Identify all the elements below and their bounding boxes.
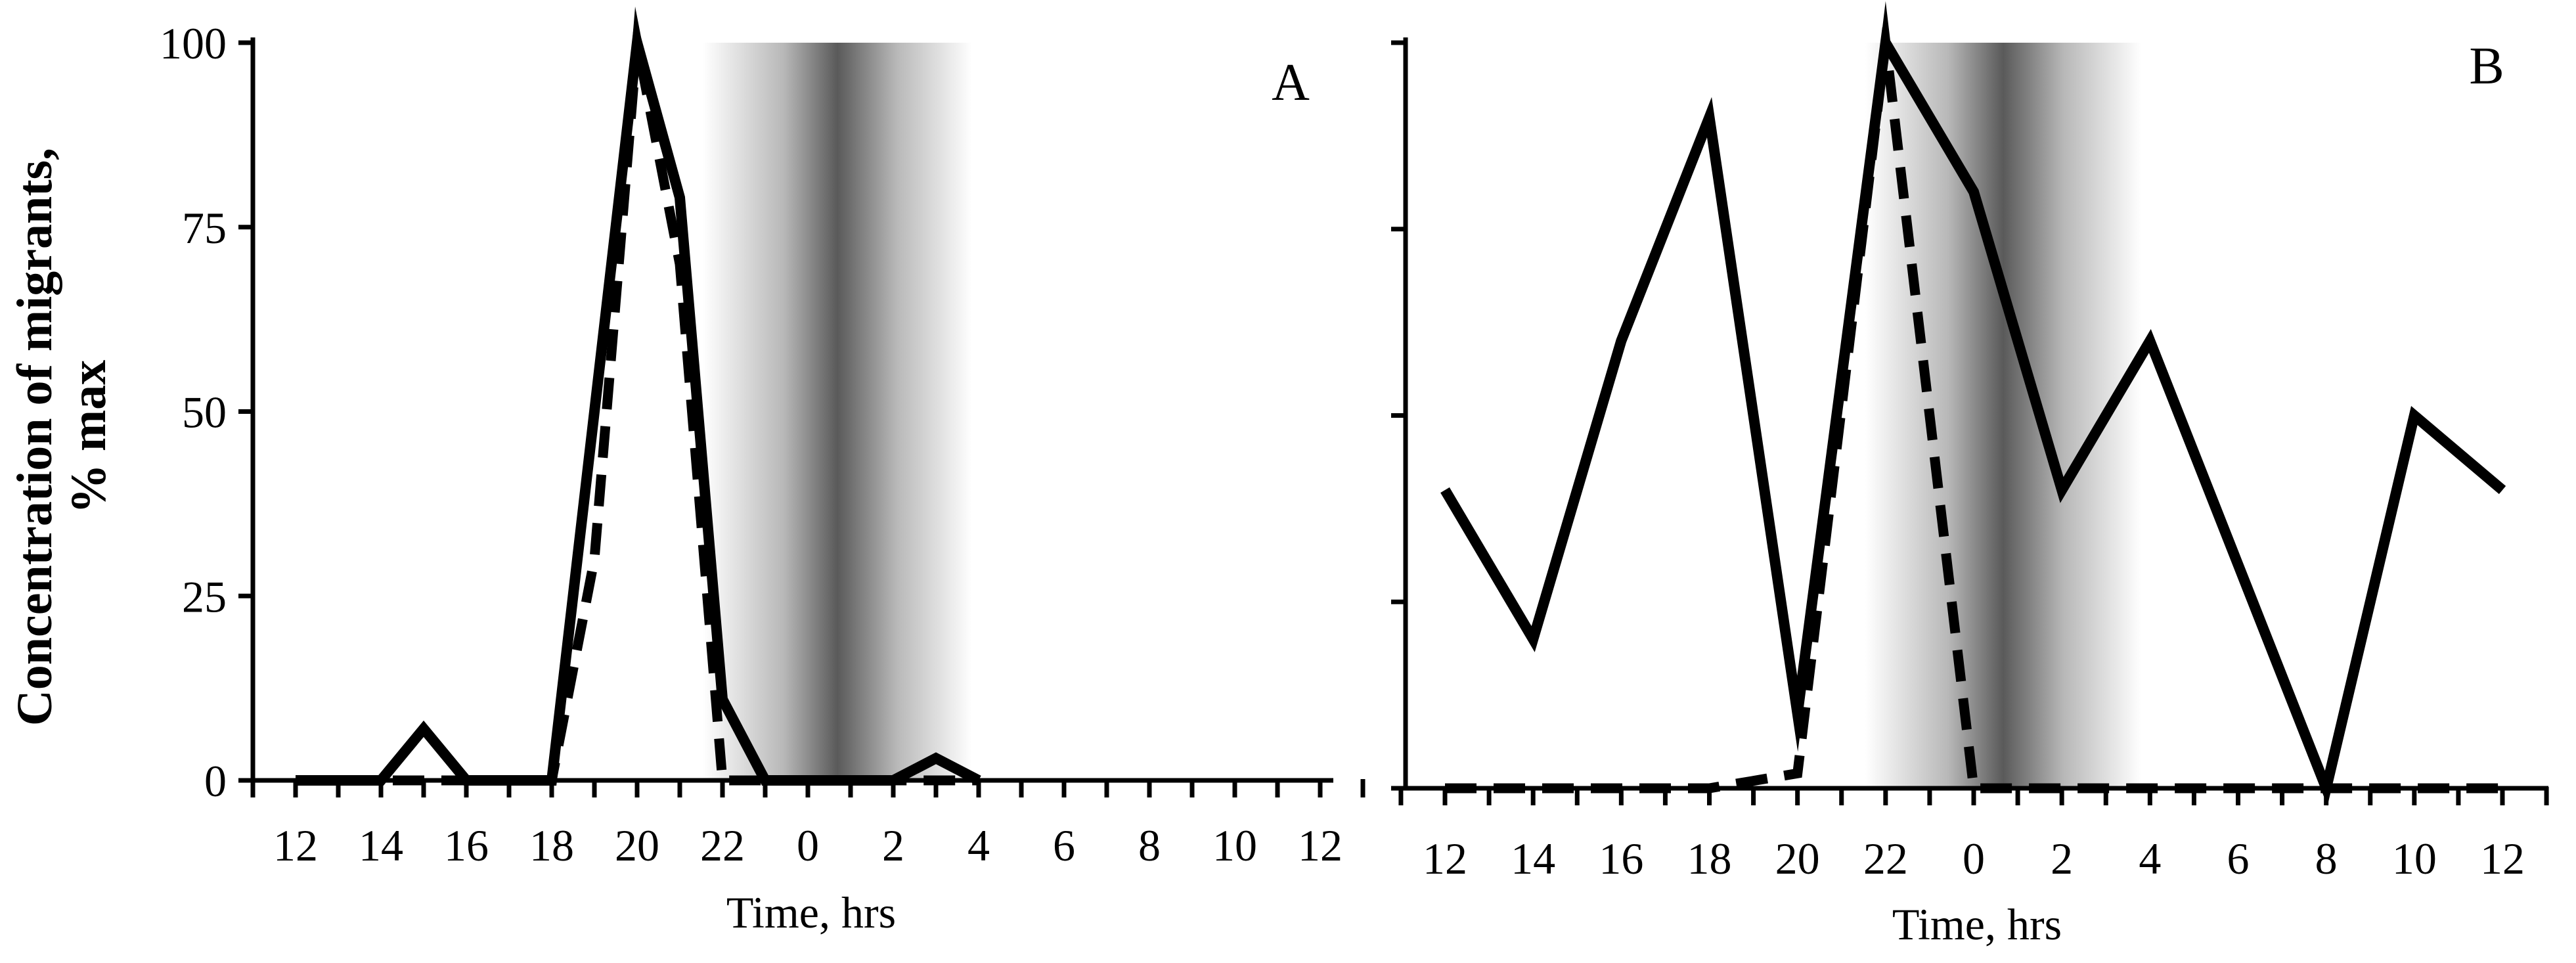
panel-b-x-tick-label: 18 bbox=[1687, 834, 1732, 884]
panel-b: 12 14 16 18 20 22 0 2 4 6 8 10 12 B Time, hrs bbox=[1391, 1, 2549, 949]
panel-a-x-tick-label: 10 bbox=[1212, 820, 1257, 870]
panel-a-x-tick-label: 16 bbox=[444, 820, 489, 870]
panel-a-x-tick-label: 0 bbox=[797, 820, 819, 870]
panel-a-x-tick-label: 12 bbox=[273, 820, 318, 870]
panel-a-y-tick-label: 50 bbox=[182, 388, 227, 437]
panel-b-x-tick-label: 4 bbox=[2139, 834, 2161, 884]
panel-a-x-tick-label: 4 bbox=[967, 820, 990, 870]
panel-a-x-tick-label: 18 bbox=[529, 820, 574, 870]
panel-a-series bbox=[296, 6, 981, 786]
panel-b-night-shading bbox=[1865, 43, 2141, 788]
panel-b-x-tick-label: 10 bbox=[2392, 834, 2437, 884]
panel-a-x-tick-label: 6 bbox=[1053, 820, 1075, 870]
panel-a-night-shading bbox=[703, 43, 972, 780]
panel-b-x-axis-title: Time, hrs bbox=[1892, 899, 2062, 949]
panel-a-y-tick-label: 100 bbox=[160, 18, 227, 68]
panel-b-axes: 12 14 16 18 20 22 0 2 4 6 8 10 12 bbox=[1391, 37, 2549, 884]
panel-a-x-tick-label: 8 bbox=[1138, 820, 1161, 870]
panel-a-x-tick-label: 20 bbox=[615, 820, 659, 870]
panel-b-x-tick-label: 6 bbox=[2227, 834, 2250, 884]
panel-b-x-tick-label: 0 bbox=[1963, 834, 1985, 884]
panel-a-y-tick-label: 25 bbox=[182, 571, 227, 621]
panel-b-x-tick-label: 12 bbox=[1423, 834, 1467, 884]
panel-b-x-tick-label: 16 bbox=[1599, 834, 1643, 884]
panel-a-x-axis-title: Time, hrs bbox=[726, 887, 896, 937]
y-axis-label-line-2: % max bbox=[61, 360, 116, 514]
panel-b-x-tick-label: 2 bbox=[2051, 834, 2073, 884]
panel-b-x-tick-label: 22 bbox=[1863, 834, 1908, 884]
panel-a-x-tick-label: 12 bbox=[1298, 820, 1343, 870]
panel-a: 0 25 50 75 100 12 14 16 18 20 22 0 2 4 6 8 10 12 A Time, … bbox=[160, 6, 1366, 937]
y-axis-label-line-1: Concentration of migrants, bbox=[7, 148, 62, 726]
panel-b-x-tick-label: 14 bbox=[1511, 834, 1555, 884]
panel-b-x-tick-label: 20 bbox=[1775, 834, 1820, 884]
panel-a-series-dashed bbox=[296, 6, 979, 786]
panel-a-label: A bbox=[1272, 54, 1310, 112]
panel-a-x-tick-label: 14 bbox=[359, 820, 403, 870]
panel-a-x-tick-label: 2 bbox=[882, 820, 904, 870]
panel-a-y-tick-label: 0 bbox=[204, 756, 227, 806]
panel-b-series-dashed bbox=[1445, 1, 2502, 794]
panel-b-label: B bbox=[2469, 37, 2504, 95]
panel-a-x-tick-label: 22 bbox=[700, 820, 745, 870]
panel-a-y-tick-label: 75 bbox=[182, 203, 227, 253]
panel-b-series bbox=[1440, 1, 2506, 806]
panel-b-x-tick-label: 8 bbox=[2315, 834, 2338, 884]
panel-a-axes: 0 25 50 75 100 12 14 16 18 20 22 0 2 4 6 8 10 12 bbox=[160, 18, 1366, 870]
panel-b-x-tick-label: 12 bbox=[2480, 834, 2525, 884]
